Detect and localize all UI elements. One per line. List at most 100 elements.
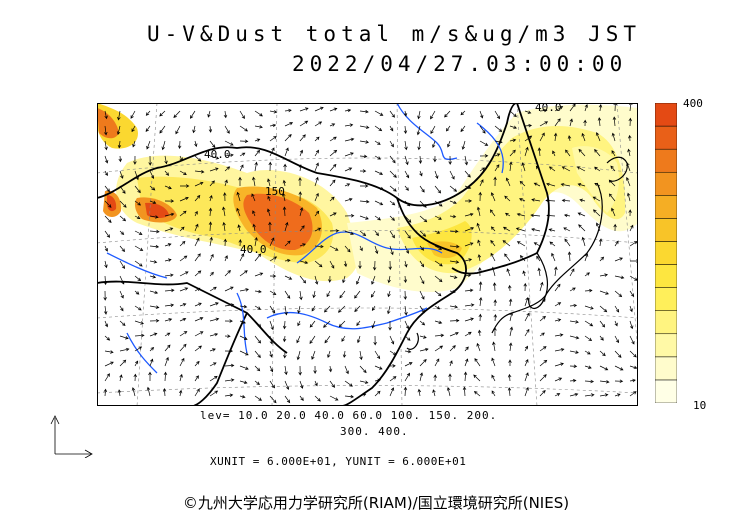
wind-arrow bbox=[584, 393, 595, 397]
wind-arrow bbox=[354, 305, 361, 313]
wind-arrow bbox=[584, 320, 594, 327]
wind-arrow bbox=[119, 320, 126, 326]
wind-arrow bbox=[284, 147, 289, 157]
wind-arrow bbox=[449, 244, 460, 249]
chart-title: U-V&Dust total m/s&ug/m3 JST bbox=[147, 22, 642, 46]
wind-arrow bbox=[134, 260, 143, 267]
wind-arrow bbox=[269, 256, 278, 262]
wind-arrow bbox=[104, 361, 114, 367]
wind-arrow bbox=[464, 331, 472, 337]
wind-arrow bbox=[374, 140, 381, 145]
wind-arrow bbox=[434, 200, 443, 207]
wind-arrow bbox=[328, 275, 332, 283]
wind-arrow bbox=[323, 320, 331, 328]
wind-arrow bbox=[434, 260, 443, 267]
wind-arrow bbox=[614, 393, 621, 397]
wind-arrow bbox=[360, 184, 369, 188]
wind-arrow bbox=[507, 387, 512, 397]
wind-arrow bbox=[370, 290, 376, 298]
wind-arrow bbox=[388, 260, 392, 271]
wind-arrow bbox=[209, 348, 216, 352]
wind-arrow bbox=[629, 290, 635, 298]
wind-arrow bbox=[311, 305, 316, 312]
wind-arrow bbox=[224, 269, 231, 277]
wind-arrow bbox=[419, 320, 426, 326]
wind-arrow bbox=[164, 318, 173, 322]
wind-arrow bbox=[359, 109, 369, 114]
wind-arrow bbox=[134, 245, 144, 251]
wind-arrow bbox=[329, 163, 337, 172]
wind-arrow bbox=[599, 290, 609, 295]
wind-arrow bbox=[344, 167, 353, 172]
wind-arrow bbox=[404, 200, 411, 207]
wind-arrow bbox=[179, 255, 188, 262]
wind-arrow bbox=[224, 334, 231, 338]
wind-arrow bbox=[554, 318, 562, 322]
wind-arrow bbox=[584, 335, 593, 342]
wind-arrow bbox=[146, 140, 151, 150]
wind-arrow bbox=[549, 241, 556, 247]
wind-arrow bbox=[374, 170, 384, 175]
wind-arrow bbox=[473, 391, 481, 397]
wind-arrow bbox=[164, 170, 170, 176]
wind-arrow bbox=[359, 230, 367, 237]
wind-arrow bbox=[134, 290, 140, 295]
vector-units: XUNIT = 6.000E+01, YUNIT = 6.000E+01 bbox=[210, 455, 467, 468]
wind-arrow bbox=[614, 257, 623, 262]
wind-arrow bbox=[595, 222, 601, 232]
wind-arrow bbox=[433, 374, 437, 382]
wind-arrow bbox=[164, 199, 175, 203]
wind-arrow bbox=[103, 388, 108, 397]
wind-arrow bbox=[583, 119, 587, 127]
color-legend bbox=[655, 103, 677, 403]
wind-arrow bbox=[614, 335, 619, 344]
wind-arrow bbox=[309, 320, 316, 328]
wind-arrow bbox=[508, 342, 513, 352]
wind-arrow bbox=[577, 183, 586, 187]
wind-arrow bbox=[104, 185, 110, 193]
wind-arrow bbox=[314, 260, 323, 268]
wind-arrow bbox=[224, 378, 235, 382]
wind-arrow bbox=[403, 110, 408, 117]
wind-arrow bbox=[268, 161, 273, 172]
wind-arrow bbox=[477, 329, 482, 337]
wind-arrow bbox=[614, 379, 624, 383]
wind-arrow bbox=[149, 215, 159, 219]
wind-arrow bbox=[535, 165, 541, 172]
wind-arrow bbox=[524, 372, 529, 382]
wind-arrow bbox=[329, 196, 335, 202]
wind-arrow bbox=[598, 238, 603, 247]
wind-arrow bbox=[403, 386, 408, 397]
wind-arrow bbox=[134, 185, 141, 194]
wind-arrow bbox=[239, 350, 249, 356]
wind-arrow bbox=[464, 155, 469, 166]
wind-arrow bbox=[149, 260, 158, 264]
wind-arrow bbox=[479, 179, 484, 187]
wind-arrow bbox=[329, 395, 339, 401]
wind-arrow bbox=[224, 255, 228, 262]
wind-arrow bbox=[282, 192, 286, 202]
wind-arrow bbox=[209, 180, 215, 187]
wind-arrow bbox=[419, 372, 424, 382]
wind-arrow bbox=[629, 335, 635, 345]
wind-arrow bbox=[595, 132, 601, 142]
legend-swatch bbox=[655, 171, 677, 196]
wind-arrow bbox=[359, 140, 369, 144]
wind-arrow bbox=[314, 380, 318, 387]
wind-arrow bbox=[597, 117, 602, 127]
wind-arrow bbox=[563, 227, 571, 232]
wind-arrow bbox=[474, 358, 481, 367]
wind-arrow bbox=[254, 365, 261, 372]
wind-arrow bbox=[371, 305, 376, 312]
wind-arrow bbox=[239, 152, 246, 157]
wind-arrow bbox=[464, 303, 475, 307]
wind-arrow bbox=[614, 240, 619, 247]
wind-arrow bbox=[329, 380, 336, 388]
wind-arrow bbox=[194, 181, 204, 187]
wind-arrow bbox=[478, 313, 483, 322]
wind-arrow bbox=[355, 275, 361, 285]
wind-arrow bbox=[359, 199, 370, 204]
wind-arrow bbox=[569, 103, 576, 112]
wind-arrow bbox=[629, 320, 634, 330]
wind-arrow bbox=[478, 281, 483, 292]
